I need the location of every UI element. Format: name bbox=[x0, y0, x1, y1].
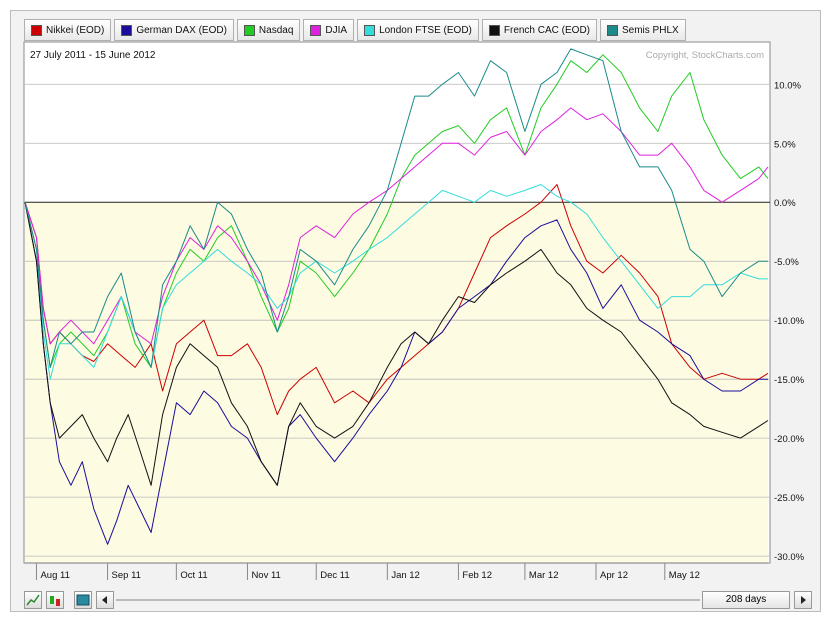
series-line bbox=[24, 202, 769, 486]
legend-label: Nasdaq bbox=[258, 24, 294, 36]
bottom-toolbar: 208 days bbox=[24, 591, 814, 611]
legend-item[interactable]: Semis PHLX bbox=[600, 19, 686, 41]
legend-swatch bbox=[243, 24, 255, 36]
series-lines bbox=[24, 48, 769, 545]
legend-swatch bbox=[364, 24, 376, 36]
legend-item[interactable]: DJIA bbox=[303, 19, 355, 41]
negative-region-shade bbox=[25, 202, 768, 562]
legend-item[interactable]: Nikkei (EOD) bbox=[24, 19, 112, 41]
legend-item[interactable]: German DAX (EOD) bbox=[114, 19, 234, 41]
legend-label: DJIA bbox=[325, 24, 348, 36]
bar-chart-button[interactable] bbox=[46, 591, 64, 609]
days-range-field[interactable]: 208 days bbox=[702, 591, 790, 609]
series-line bbox=[24, 184, 769, 416]
legend-label: German DAX (EOD) bbox=[136, 24, 227, 36]
scroll-track[interactable] bbox=[116, 599, 700, 601]
x-tick-label: Apr 12 bbox=[600, 570, 628, 581]
x-tick-label: Jan 12 bbox=[391, 570, 420, 581]
legend-label: French CAC (EOD) bbox=[503, 24, 590, 36]
series-line bbox=[24, 184, 768, 380]
x-tick-label: Aug 11 bbox=[40, 570, 69, 581]
scroll-right-button[interactable] bbox=[794, 591, 812, 609]
date-range-label: 27 July 2011 - 15 June 2012 bbox=[30, 50, 156, 61]
x-axis: Aug 11 Sep 11 Oct 11 Nov 11 Dec 11 Jan 12 Feb … bbox=[25, 562, 768, 581]
line-chart-icon bbox=[26, 594, 40, 606]
y-tick-label: 5.0% bbox=[774, 139, 796, 150]
y-tick-label: 0.0% bbox=[774, 198, 796, 209]
series-line bbox=[24, 107, 769, 345]
copyright-label: Copyright, StockCharts.com bbox=[646, 50, 764, 61]
y-tick-label: -30.0% bbox=[774, 552, 805, 563]
x-tick-label: Sep 11 bbox=[112, 570, 141, 581]
legend-label: Nikkei (EOD) bbox=[46, 24, 105, 36]
area-chart-icon bbox=[76, 594, 90, 606]
y-tick-label: -5.0% bbox=[774, 257, 799, 268]
y-axis: 10.0% 5.0% 0.0% -5.0% -10.0% -15.0% -20.0% -25.… bbox=[774, 80, 805, 563]
y-tick-label: -20.0% bbox=[774, 434, 805, 445]
x-tick-label: Nov 11 bbox=[251, 570, 280, 581]
grid-lines bbox=[25, 83, 770, 562]
y-tick-label: -15.0% bbox=[774, 375, 805, 386]
series-line bbox=[24, 48, 768, 368]
legend-swatch bbox=[607, 24, 618, 36]
line-chart-button[interactable] bbox=[24, 591, 42, 609]
y-tick-label: -10.0% bbox=[774, 316, 805, 327]
arrow-right-icon bbox=[801, 596, 806, 604]
legend-swatch bbox=[488, 24, 500, 36]
x-tick-label: Feb 12 bbox=[462, 570, 492, 581]
legend-item[interactable]: Nasdaq bbox=[236, 19, 301, 41]
y-tick-label: 10.0% bbox=[774, 80, 801, 91]
legend-swatch bbox=[121, 24, 133, 36]
legend-label: Semis PHLX bbox=[622, 24, 679, 36]
x-tick-label: Mar 12 bbox=[529, 570, 559, 581]
area-chart-button[interactable] bbox=[74, 591, 92, 609]
bar-chart-icon bbox=[50, 596, 60, 606]
series-line bbox=[24, 202, 768, 545]
scroll-left-button[interactable] bbox=[96, 591, 114, 609]
legend-swatch bbox=[31, 24, 42, 36]
y-tick-label: -25.0% bbox=[774, 493, 805, 504]
arrow-left-icon bbox=[102, 596, 107, 604]
legend-item[interactable]: London FTSE (EOD) bbox=[357, 19, 479, 41]
x-tick-label: Oct 11 bbox=[180, 570, 207, 581]
x-tick-label: Dec 11 bbox=[320, 570, 349, 581]
legend-label: London FTSE (EOD) bbox=[379, 24, 472, 36]
legend-swatch bbox=[310, 24, 322, 36]
x-tick-label: May 12 bbox=[669, 570, 700, 581]
legend: Nikkei (EOD) German DAX (EOD) Nasdaq DJIA Lo… bbox=[24, 19, 689, 41]
legend-item[interactable]: French CAC (EOD) bbox=[481, 19, 597, 41]
